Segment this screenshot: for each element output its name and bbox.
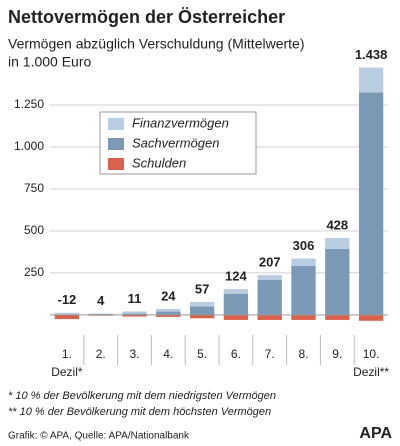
x-tick-label: 1. (62, 347, 72, 361)
x-tick-label: 6. (231, 347, 241, 361)
legend-swatch (108, 158, 124, 170)
bar-segment (156, 308, 181, 312)
x-tick-label: 5. (197, 347, 207, 361)
bar-segment (189, 301, 215, 307)
net-label: 124 (225, 268, 247, 283)
net-label: 428 (326, 217, 348, 232)
bar-segment (122, 313, 147, 315)
bar-segment (325, 314, 350, 320)
bar-segment (54, 312, 80, 315)
category-note: Dezil** (353, 365, 389, 379)
x-tick-label: 3. (129, 347, 139, 361)
y-tick-label: 750 (24, 181, 44, 195)
bar-segment (223, 293, 249, 315)
y-tick-label: 1.250 (14, 97, 44, 111)
bar-segment (291, 265, 316, 315)
legend-swatch (108, 118, 124, 130)
y-tick-label: 500 (24, 223, 44, 237)
bar-segment (257, 275, 282, 280)
footnote: * 10 % der Bevölkerung mit dem niedrigst… (8, 390, 276, 402)
source: Grafik: © APA, Quelle: APA/Nationalbank (8, 431, 190, 442)
subtitle: in 1.000 Euro (8, 54, 91, 70)
bar-segment (257, 279, 282, 315)
net-label: 306 (293, 238, 315, 253)
x-tick-label: 10. (363, 347, 380, 361)
legend-label: Finanzvermögen (132, 115, 229, 130)
legend-swatch (108, 138, 124, 150)
bar-segment (358, 92, 384, 315)
x-tick-label: 8. (298, 347, 308, 361)
net-label: 24 (161, 288, 176, 303)
bar-segment (291, 258, 316, 266)
net-label: -12 (58, 292, 77, 307)
bar-segment (189, 314, 215, 319)
bar-segment (325, 238, 350, 249)
subtitle: Vermögen abzüglich Verschuldung (Mittelw… (8, 36, 305, 52)
bar-segment (156, 314, 181, 317)
logo: APA (359, 425, 392, 442)
net-label: 57 (195, 281, 209, 296)
x-tick-label: 2. (96, 347, 106, 361)
bar-segment (189, 306, 215, 315)
chart-title: Nettovermögen der Österreicher (8, 7, 285, 27)
bar-segment (291, 314, 316, 320)
net-label: 207 (259, 255, 281, 270)
x-tick-label: 4. (163, 347, 173, 361)
y-tick-label: 1.000 (14, 139, 44, 153)
legend-label: Schulden (132, 155, 186, 170)
bar-segment (156, 311, 181, 315)
legend-label: Sachvermögen (132, 135, 219, 150)
bar-segment (325, 248, 350, 315)
legend-box (99, 111, 257, 175)
bar-segment (54, 314, 80, 320)
net-label: 4 (97, 293, 105, 308)
x-tick-label: 9. (332, 347, 342, 361)
net-label: 1.438 (355, 47, 388, 62)
bar-segment (122, 314, 147, 317)
bar-segment (358, 67, 384, 93)
category-note: Dezil* (51, 365, 83, 379)
y-tick-label: 250 (24, 265, 44, 279)
bar-segment (358, 314, 384, 321)
bar-segment (223, 289, 249, 294)
bar-segment (257, 314, 282, 320)
bar-segment (88, 313, 113, 315)
net-label: 11 (128, 291, 142, 306)
bar-segment (122, 311, 147, 314)
bar-segment (223, 314, 249, 320)
x-tick-label: 7. (265, 347, 275, 361)
footnote: ** 10 % der Bevölkerung mit dem höchsten… (8, 406, 271, 418)
